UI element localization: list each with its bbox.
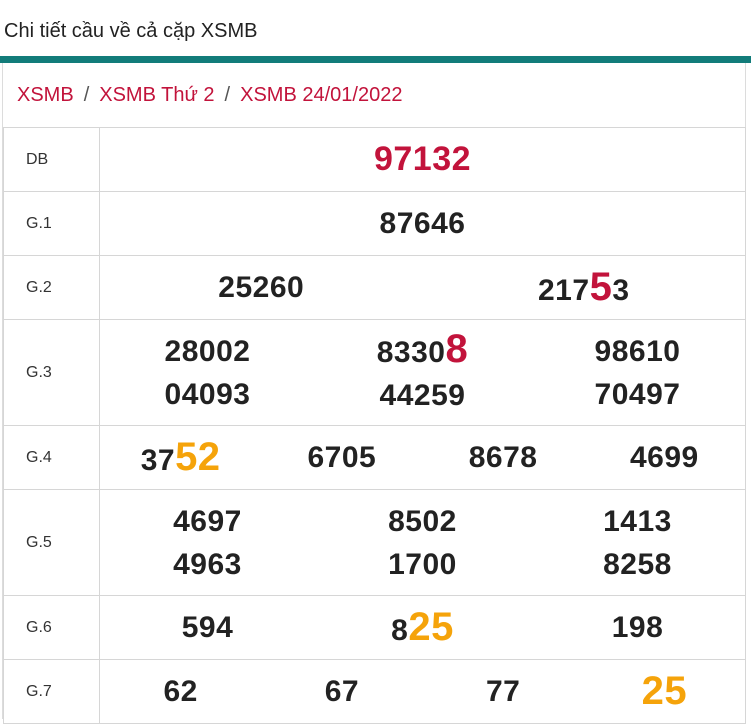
prize-row-g6: G.6 594 825 198 <box>3 595 746 660</box>
accent-bar <box>0 56 751 63</box>
prize-number: 98610 <box>594 334 681 368</box>
content-frame <box>2 63 746 719</box>
prize-number: 594 <box>181 610 234 644</box>
prize-number: 8502 <box>388 504 457 538</box>
prize-column: 28002 04093 <box>100 330 315 416</box>
prize-label: G.3 <box>3 319 100 426</box>
prize-label: G.6 <box>3 595 100 660</box>
prize-number: 4697 <box>173 504 242 538</box>
prize-number: 83308 <box>376 327 469 371</box>
results-table: DB 97132 G.1 87646 G.2 25260 21753 G.3 2… <box>3 127 746 724</box>
prize-label: DB <box>3 127 100 192</box>
highlight-digit: 5 <box>589 265 613 309</box>
prize-column: 8502 1700 <box>315 500 530 586</box>
breadcrumb-link-xsmb[interactable]: XSMB <box>17 84 74 106</box>
page-title: Chi tiết cầu về cả cặp XSMB <box>4 20 258 42</box>
prize-number: 8258 <box>603 547 672 581</box>
prize-number: 70497 <box>594 377 681 411</box>
prize-number: 4963 <box>173 547 242 581</box>
prize-label: G.4 <box>3 425 100 490</box>
prize-column: 98610 70497 <box>530 330 745 416</box>
prize-row-g3: G.3 28002 04093 83308 44259 98610 70497 <box>3 319 746 426</box>
prize-number: 4699 <box>630 440 699 474</box>
prize-row-g5: G.5 4697 4963 8502 1700 1413 8258 <box>3 489 746 596</box>
highlight-pair: 52 <box>175 435 221 479</box>
prize-label: G.7 <box>3 659 100 724</box>
prize-number: 6705 <box>307 440 377 474</box>
prize-label: G.5 <box>3 489 100 596</box>
prize-column: 83308 44259 <box>315 328 530 417</box>
prize-number: 44259 <box>379 379 466 412</box>
prize-column: 4697 4963 <box>100 500 315 586</box>
prize-column: 1413 8258 <box>530 500 745 586</box>
prize-number: 25260 <box>218 270 305 304</box>
special-prize-number: 97132 <box>373 140 472 178</box>
prize-label: G.1 <box>3 191 100 256</box>
prize-number: 04093 <box>164 377 251 411</box>
prize-label: G.2 <box>3 255 100 320</box>
prize-row-g2: G.2 25260 21753 <box>3 255 746 320</box>
breadcrumb-link-date[interactable]: XSMB 24/01/2022 <box>240 84 403 106</box>
highlight-digit: 8 <box>445 327 469 371</box>
prize-number: 1700 <box>388 547 457 581</box>
prize-row-g1: G.1 87646 <box>3 191 746 256</box>
prize-row-g7: G.7 62 67 77 25 <box>3 659 746 724</box>
prize-row-g4: G.4 3752 6705 8678 4699 <box>3 425 746 490</box>
prize-number: 87646 <box>379 206 466 240</box>
prize-number: 3752 <box>140 435 221 479</box>
prize-number: 77 <box>485 674 521 708</box>
prize-row-db: DB 97132 <box>3 127 746 192</box>
highlight-pair: 25 <box>641 669 688 713</box>
highlight-pair: 25 <box>408 605 454 649</box>
prize-number: 62 <box>163 674 198 708</box>
prize-number: 198 <box>611 610 664 644</box>
breadcrumb: XSMB / XSMB Thứ 2/XSMB 24/01/2022 <box>17 84 403 106</box>
prize-number: 8678 <box>468 440 538 474</box>
prize-number: 67 <box>324 674 360 708</box>
prize-number: 21753 <box>538 265 630 309</box>
prize-number: 825 <box>391 605 454 649</box>
prize-number: 28002 <box>164 334 251 368</box>
breadcrumb-link-xsmb-thu-2[interactable]: XSMB Thứ 2 <box>99 84 215 106</box>
prize-number: 1413 <box>603 504 672 538</box>
